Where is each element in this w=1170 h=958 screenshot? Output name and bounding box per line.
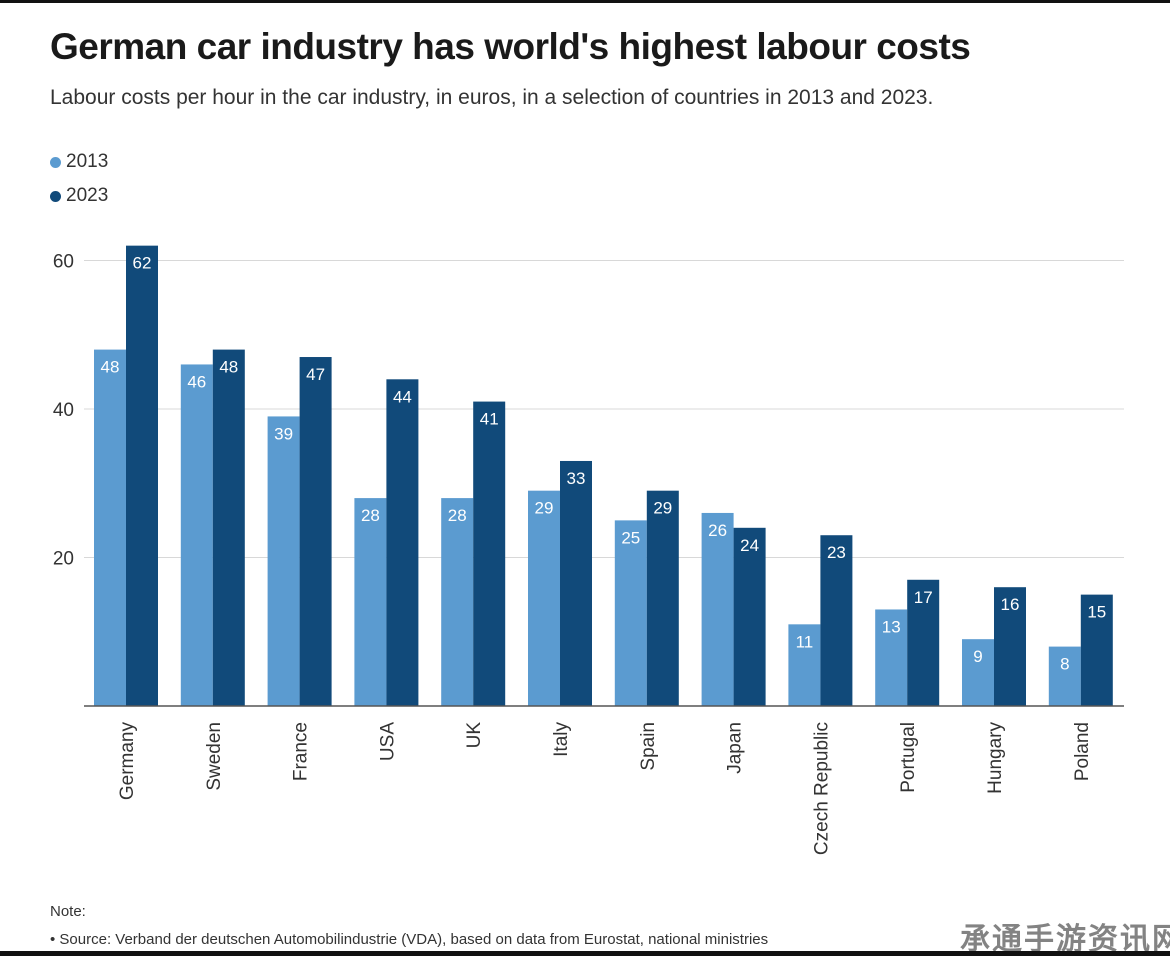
x-tick-label-uk: UK xyxy=(464,722,485,749)
data-label-poland-2013: 8 xyxy=(1060,655,1069,674)
data-label-uk-2013: 28 xyxy=(448,506,467,525)
data-label-portugal-2023: 17 xyxy=(914,588,933,607)
x-tick-label-poland: Poland xyxy=(1072,722,1093,781)
bar-czech-republic-2023 xyxy=(820,535,853,706)
y-tick-label-60: 60 xyxy=(53,252,74,273)
data-label-germany-2013: 48 xyxy=(101,358,120,377)
x-tick-label-hungary: Hungary xyxy=(985,722,1006,794)
bar-hungary-2023 xyxy=(994,587,1026,706)
chart-subtitle: Labour costs per hour in the car industr… xyxy=(50,86,934,109)
bar-poland-2023 xyxy=(1080,594,1113,706)
x-tick-label-spain: Spain xyxy=(638,722,659,771)
x-tick-label-italy: Italy xyxy=(551,722,572,757)
data-label-japan-2023: 24 xyxy=(740,536,759,555)
legend-label-2013: 2013 xyxy=(66,151,109,172)
legend-marker-2013 xyxy=(50,156,61,168)
legend-marker-2023 xyxy=(50,190,61,202)
source-note: • Source: Verband der deutschen Automobi… xyxy=(50,931,769,948)
bar-uk-2013 xyxy=(441,498,474,706)
data-label-france-2013: 39 xyxy=(274,424,293,443)
data-label-hungary-2013: 9 xyxy=(973,647,982,666)
x-tick-label-japan: Japan xyxy=(725,722,746,774)
top-border xyxy=(0,0,1170,3)
y-tick-label-40: 40 xyxy=(53,400,74,421)
legend: 2013 2023 xyxy=(50,145,108,213)
data-label-usa-2023: 44 xyxy=(393,387,412,406)
x-tick-label-usa: USA xyxy=(377,722,398,761)
bar-uk-2023 xyxy=(473,401,506,706)
x-tick-label-germany: Germany xyxy=(117,722,138,801)
bar-italy-2013 xyxy=(528,490,560,706)
legend-label-2023: 2023 xyxy=(66,185,109,206)
legend-item-2013: 2013 xyxy=(50,145,108,179)
data-label-japan-2013: 26 xyxy=(708,521,727,540)
data-label-spain-2023: 29 xyxy=(653,499,672,518)
bar-sweden-2023 xyxy=(212,349,245,706)
data-label-germany-2023: 62 xyxy=(133,254,152,273)
legend-item-2023: 2023 xyxy=(50,179,108,213)
data-label-uk-2023: 41 xyxy=(480,410,499,429)
bar-hungary-2013 xyxy=(962,639,994,706)
bar-spain-2023 xyxy=(646,490,679,706)
data-label-czech-republic-2013: 11 xyxy=(796,632,814,651)
bar-poland-2013 xyxy=(1048,646,1081,706)
bar-france-2023 xyxy=(299,357,332,706)
watermark: 承通手游资讯网 xyxy=(960,923,1170,956)
chart-title: German car industry has world's highest … xyxy=(50,26,971,67)
bar-portugal-2023 xyxy=(907,579,940,706)
note-heading: Note: xyxy=(50,903,86,920)
x-tick-label-portugal: Portugal xyxy=(898,722,919,793)
bar-italy-2023 xyxy=(560,460,592,706)
bar-chart: 20 40 60 48 62 Germany 46 48 Sweden 39 47 France 28 4… xyxy=(53,245,1124,855)
bar-japan-2013 xyxy=(701,512,734,706)
bar-germany-2013 xyxy=(94,349,126,706)
bar-japan-2023 xyxy=(733,527,766,706)
data-label-usa-2013: 28 xyxy=(361,506,380,525)
bar-germany-2023 xyxy=(126,245,158,706)
data-label-hungary-2023: 16 xyxy=(1001,595,1020,614)
x-tick-label-czech-republic: Czech Republic xyxy=(811,722,832,855)
data-label-czech-republic-2023: 23 xyxy=(827,543,846,562)
bar-usa-2023 xyxy=(386,379,419,706)
data-label-spain-2013: 25 xyxy=(621,528,640,547)
data-label-france-2023: 47 xyxy=(306,365,325,384)
data-label-sweden-2013: 46 xyxy=(187,372,206,391)
bar-usa-2013 xyxy=(354,498,387,706)
data-label-poland-2023: 15 xyxy=(1087,603,1106,622)
data-label-sweden-2023: 48 xyxy=(219,358,238,377)
bottom-border xyxy=(0,951,1170,956)
data-label-italy-2013: 29 xyxy=(535,499,554,518)
data-label-portugal-2013: 13 xyxy=(882,617,901,636)
y-tick-label-20: 20 xyxy=(53,549,74,570)
bar-france-2013 xyxy=(267,416,300,706)
bar-portugal-2013 xyxy=(875,609,908,706)
bar-sweden-2013 xyxy=(180,364,213,706)
bar-spain-2013 xyxy=(614,520,647,706)
x-tick-label-france: France xyxy=(291,722,312,781)
data-label-italy-2023: 33 xyxy=(567,469,586,488)
bar-czech-republic-2013 xyxy=(788,624,821,706)
x-tick-label-sweden: Sweden xyxy=(204,722,225,791)
